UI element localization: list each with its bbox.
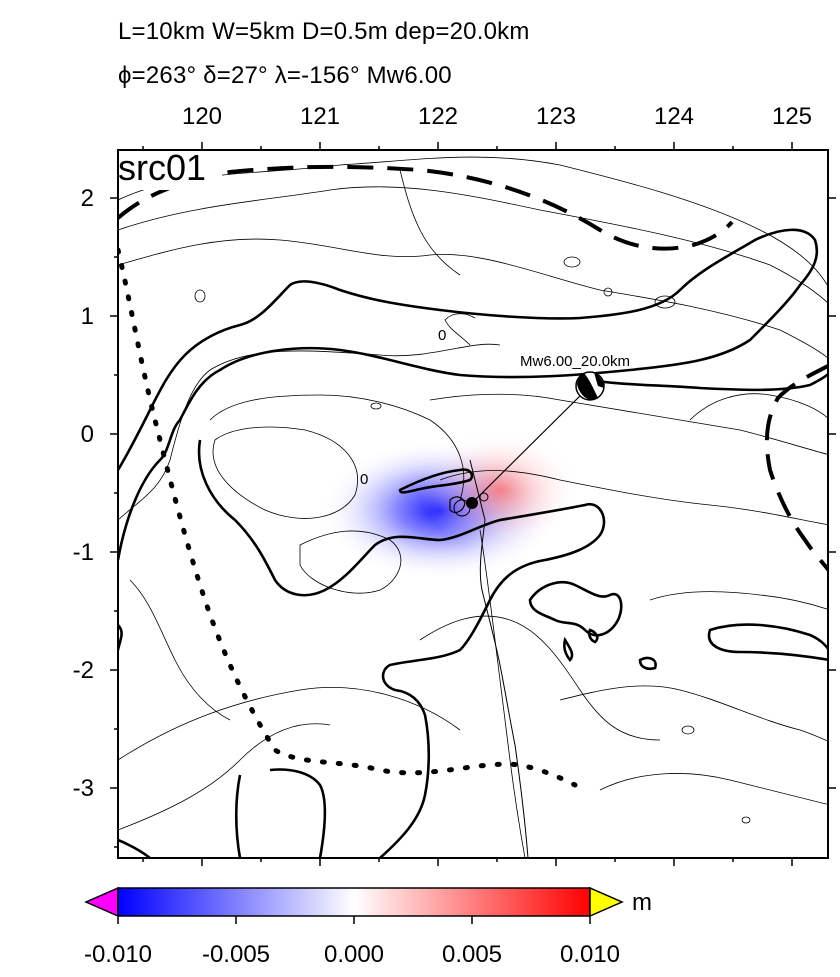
thick-contours (118, 228, 828, 858)
contour-label-zero-mid: 0 (360, 471, 368, 488)
colorbar-tick-zero: 0.000 (324, 941, 384, 968)
colorbar-tick-low: -0.005 (202, 941, 270, 968)
lat-label-minus2: -2 (73, 657, 94, 684)
colorbar-tick-max: 0.010 (560, 941, 620, 968)
lat-label-0: 0 (81, 421, 94, 448)
lon-label-121: 121 (300, 103, 340, 130)
epicenter-marker (466, 497, 478, 509)
focal-mechanism-beachball (575, 371, 605, 401)
lon-label-125: 125 (772, 103, 812, 130)
distance-arc (118, 247, 578, 788)
below-range-triangle (84, 886, 119, 918)
lat-label-2: 2 (81, 185, 94, 212)
map-frame (117, 149, 829, 859)
epicenter-connector (471, 385, 591, 504)
color-ramp (117, 887, 591, 917)
longitude-labels: 120 121 122 123 124 125 (182, 103, 812, 130)
parameter-line-geometry: L=10km W=5km D=0.5m dep=20.0km (118, 18, 530, 45)
uplift-lobe (420, 430, 580, 550)
subsidence-contour (453, 499, 471, 517)
map-content: Mw6.00_20.0km 0 0 (118, 156, 828, 858)
colorbar-tick-min: -0.010 (84, 941, 152, 968)
thin-contours (118, 156, 828, 858)
panel-label: src01 (118, 147, 206, 188)
axis-ticks (110, 142, 836, 866)
panel-label-background (116, 150, 222, 190)
color-scale-bar: m -0.010 -0.005 0.000 0.005 0.010 (84, 886, 652, 968)
lat-label-1: 1 (81, 303, 94, 330)
coastline (469, 459, 529, 858)
contour-label-zero-top: 0 (438, 327, 446, 344)
parameter-line-mechanism: ϕ=263° δ=27° λ=-156° Mw6.00 (118, 62, 452, 89)
colorbar-tick-high: 0.005 (442, 941, 502, 968)
lon-label-122: 122 (418, 103, 458, 130)
colorbar-unit: m (632, 889, 652, 916)
island-outlines (194, 256, 751, 824)
latitude-labels: 2 1 0 -1 -2 -3 (73, 185, 94, 802)
lon-label-123: 123 (536, 103, 576, 130)
lat-label-minus3: -3 (73, 775, 94, 802)
lat-label-minus1: -1 (73, 539, 94, 566)
beachball-label: Mw6.00_20.0km (520, 353, 630, 370)
lon-label-120: 120 (182, 103, 222, 130)
above-range-triangle (589, 886, 624, 918)
lon-label-124: 124 (654, 103, 694, 130)
fault-marker (479, 492, 489, 502)
